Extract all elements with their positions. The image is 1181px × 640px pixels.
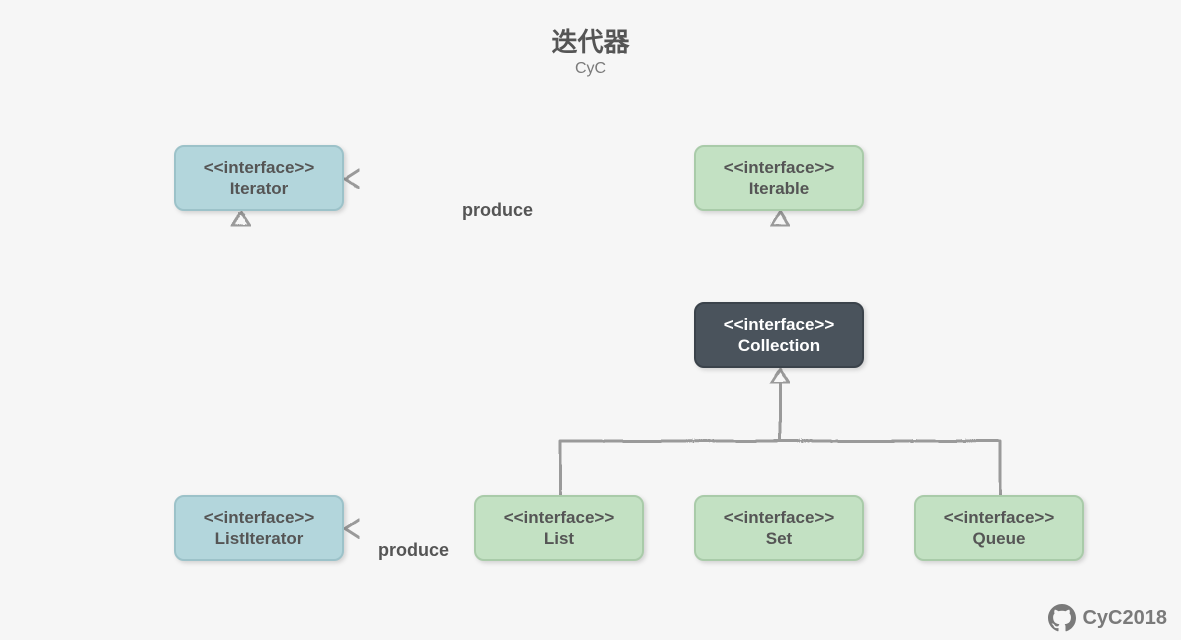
node-name: Iterator <box>230 178 289 199</box>
diagram-subtitle: CyC <box>0 60 1181 78</box>
node-list: <<interface>>List <box>474 495 644 561</box>
edge-label-iterable-produce-iterator: produce <box>462 200 533 221</box>
node-collection: <<interface>>Collection <box>694 302 864 368</box>
diagram-canvas: 迭代器 CyC CyC2018 <<interface>>Iterator<<i… <box>0 0 1181 640</box>
node-stereotype: <<interface>> <box>944 507 1055 528</box>
node-name: Queue <box>973 528 1026 549</box>
node-name: List <box>544 528 574 549</box>
node-stereotype: <<interface>> <box>504 507 615 528</box>
watermark-text: CyC2018 <box>1082 607 1167 630</box>
node-queue: <<interface>>Queue <box>914 495 1084 561</box>
node-stereotype: <<interface>> <box>724 507 835 528</box>
github-cat-icon <box>1048 604 1076 632</box>
node-name: Iterable <box>749 178 809 199</box>
node-iterable: <<interface>>Iterable <box>694 145 864 211</box>
edge-label-list-produce-listiterator: produce <box>378 540 449 561</box>
node-name: Collection <box>738 335 820 356</box>
node-stereotype: <<interface>> <box>204 157 315 178</box>
node-stereotype: <<interface>> <box>204 507 315 528</box>
node-stereotype: <<interface>> <box>724 157 835 178</box>
node-name: ListIterator <box>215 528 304 549</box>
watermark: CyC2018 <box>1048 604 1167 632</box>
node-stereotype: <<interface>> <box>724 314 835 335</box>
edge-list-extends-collection <box>559 382 779 495</box>
node-name: Set <box>766 528 792 549</box>
node-listiterator: <<interface>>ListIterator <box>174 495 344 561</box>
node-set: <<interface>>Set <box>694 495 864 561</box>
node-iterator: <<interface>>Iterator <box>174 145 344 211</box>
diagram-title: 迭代器 <box>0 22 1181 59</box>
edge-queue-extends-collection <box>779 382 999 495</box>
